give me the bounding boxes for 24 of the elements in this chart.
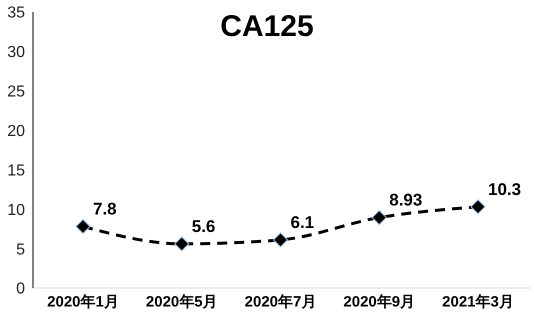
point [76, 218, 90, 234]
chart-title: CA125 [220, 10, 314, 43]
y-tick-label: 10 [7, 202, 26, 219]
y-tick-label: 30 [7, 44, 26, 62]
point [174, 236, 190, 252]
x-tick-label: 2020年1月 [47, 294, 119, 311]
y-tick-label: 5 [16, 241, 26, 258]
y-tick-label: 0 [16, 280, 26, 298]
x-tick-label: 2020年9月 [343, 294, 416, 311]
y-tick-label: 15 [7, 162, 26, 180]
data-label: 7.8 [93, 199, 117, 218]
point [470, 199, 486, 214]
x-tick-label: 2021年3月 [442, 294, 514, 311]
x-tick-label: 2020年5月 [146, 294, 218, 311]
data-label: 5.6 [192, 216, 216, 236]
point [372, 210, 387, 226]
data-label: 8.93 [389, 190, 422, 210]
data-label: 6.1 [290, 212, 314, 232]
data-label: 10.3 [488, 180, 522, 199]
y-tick-label: 25 [7, 84, 26, 101]
y-tick-label: 35 [7, 4, 26, 22]
y-tick-label: 20 [7, 122, 26, 140]
x-tick-label: 2020年7月 [244, 294, 316, 311]
point [273, 232, 288, 248]
